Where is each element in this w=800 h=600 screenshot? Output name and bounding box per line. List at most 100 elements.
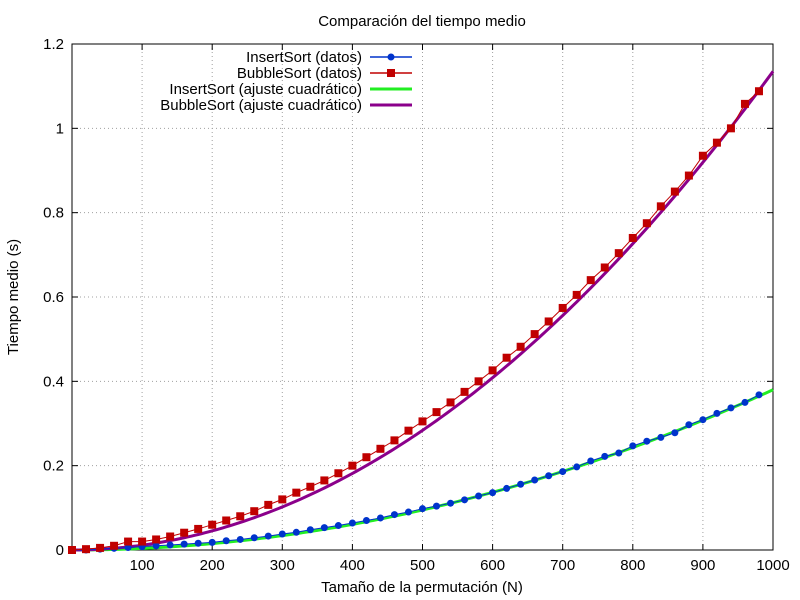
data-point-bubblesort-datos	[278, 495, 287, 504]
data-point-insertsort-datos	[404, 508, 412, 516]
data-point-insertsort-datos	[461, 496, 469, 504]
x-tick-label: 600	[480, 557, 505, 574]
data-point-bubblesort-datos	[390, 436, 399, 445]
data-point-insertsort-datos	[587, 457, 595, 465]
data-point-insertsort-datos	[194, 539, 202, 547]
data-point-insertsort-datos	[236, 535, 244, 543]
data-point-insertsort-datos	[166, 541, 174, 549]
chart-title: Comparación del tiempo medio	[318, 13, 526, 30]
data-point-insertsort-datos	[699, 416, 707, 424]
x-tick-label: 800	[620, 557, 645, 574]
data-point-insertsort-datos	[180, 540, 188, 548]
legend-label: BubbleSort (datos)	[237, 65, 362, 82]
data-point-insertsort-datos	[517, 480, 525, 488]
data-point-bubblesort-datos	[698, 151, 707, 160]
data-point-insertsort-datos	[755, 391, 763, 399]
data-point-bubblesort-datos	[180, 528, 189, 537]
data-point-insertsort-datos	[615, 449, 623, 457]
x-tick-label: 100	[130, 557, 155, 574]
data-point-bubblesort-datos	[250, 507, 259, 516]
data-point-insertsort-datos	[545, 472, 553, 480]
data-point-bubblesort-datos	[558, 303, 567, 312]
data-point-bubblesort-datos	[236, 512, 245, 521]
legend-label: BubbleSort (ajuste cuadrático)	[160, 97, 362, 114]
series-line-bubblesort-ajuste-cuadratico	[71, 70, 775, 552]
data-point-bubblesort-datos	[726, 124, 735, 133]
axis-ticks: 100 200 300 400 500 600 700 800 900 1000 0 0.2 0.4 0.…	[43, 36, 790, 574]
data-point-bubblesort-datos	[740, 99, 749, 108]
data-point-insertsort-datos	[419, 505, 426, 513]
data-point-bubblesort-datos	[376, 444, 385, 453]
data-point-insertsort-datos	[306, 526, 314, 534]
data-point-bubblesort-datos	[446, 398, 455, 407]
data-point-bubblesort-datos	[432, 408, 441, 417]
data-point-insertsort-datos	[643, 437, 651, 445]
data-point-bubblesort-datos	[404, 426, 413, 435]
data-point-bubblesort-datos	[96, 543, 105, 552]
data-point-insertsort-datos	[278, 530, 286, 538]
y-tick-label: 1	[56, 120, 64, 137]
data-point-insertsort-datos	[222, 537, 230, 545]
y-tick-label: 0.2	[43, 458, 64, 475]
data-point-bubblesort-datos	[166, 532, 175, 541]
data-point-insertsort-datos	[250, 534, 258, 542]
data-point-bubblesort-datos	[516, 342, 525, 351]
data-point-bubblesort-datos	[110, 541, 119, 550]
data-point-insertsort-datos	[376, 514, 384, 522]
x-tick-label: 1000	[756, 557, 789, 574]
data-point-insertsort-datos	[573, 463, 581, 471]
y-tick-label: 0.6	[43, 289, 64, 306]
data-point-insertsort-datos	[124, 543, 132, 551]
x-axis-label: Tamaño de la permutación (N)	[321, 579, 523, 596]
data-point-bubblesort-datos	[600, 263, 609, 272]
data-point-insertsort-datos	[559, 468, 567, 476]
data-point-bubblesort-datos	[614, 249, 623, 258]
data-point-insertsort-datos	[727, 404, 735, 412]
data-point-bubblesort-datos	[572, 290, 581, 299]
legend-swatch-marker	[387, 69, 395, 77]
data-point-bubblesort-datos	[362, 453, 371, 462]
data-point-bubblesort-datos	[292, 488, 301, 497]
data-point-bubblesort-datos	[208, 520, 217, 529]
y-tick-label: 0.4	[43, 373, 64, 390]
y-axis-label: Tiempo medio (s)	[5, 239, 22, 355]
y-tick-label: 0	[56, 542, 64, 559]
data-point-bubblesort-datos	[418, 417, 427, 426]
data-point-bubblesort-datos	[628, 233, 637, 242]
data-point-bubblesort-datos	[642, 219, 651, 228]
data-point-bubblesort-datos	[306, 482, 315, 491]
data-point-insertsort-datos	[320, 524, 328, 532]
data-point-bubblesort-datos	[656, 202, 665, 211]
data-point-bubblesort-datos	[264, 500, 273, 509]
data-point-bubblesort-datos	[194, 524, 203, 533]
data-point-insertsort-datos	[348, 519, 356, 527]
x-tick-label: 700	[550, 557, 575, 574]
x-tick-label: 300	[270, 557, 295, 574]
data-point-insertsort-datos	[531, 476, 539, 484]
data-point-insertsort-datos	[362, 516, 370, 524]
data-point-insertsort-datos	[629, 442, 637, 450]
x-tick-label: 900	[690, 557, 715, 574]
data-point-insertsort-datos	[713, 409, 721, 417]
y-tick-label: 0.8	[43, 205, 64, 222]
data-point-insertsort-datos	[433, 502, 441, 510]
data-point-insertsort-datos	[475, 492, 483, 500]
data-point-insertsort-datos	[657, 433, 665, 441]
data-point-insertsort-datos	[503, 484, 511, 492]
data-point-insertsort-datos	[447, 499, 455, 507]
data-point-bubblesort-datos	[712, 138, 721, 147]
data-point-insertsort-datos	[685, 421, 693, 429]
data-point-bubblesort-datos	[586, 276, 595, 285]
data-point-insertsort-datos	[208, 538, 216, 546]
data-point-bubblesort-datos	[754, 87, 763, 96]
data-point-insertsort-datos	[489, 489, 497, 497]
data-point-bubblesort-datos	[684, 171, 693, 180]
data-point-insertsort-datos	[741, 398, 749, 406]
data-point-insertsort-datos	[601, 452, 609, 460]
data-point-bubblesort-datos	[502, 353, 511, 362]
x-tick-label: 400	[340, 557, 365, 574]
data-point-insertsort-datos	[334, 522, 342, 530]
